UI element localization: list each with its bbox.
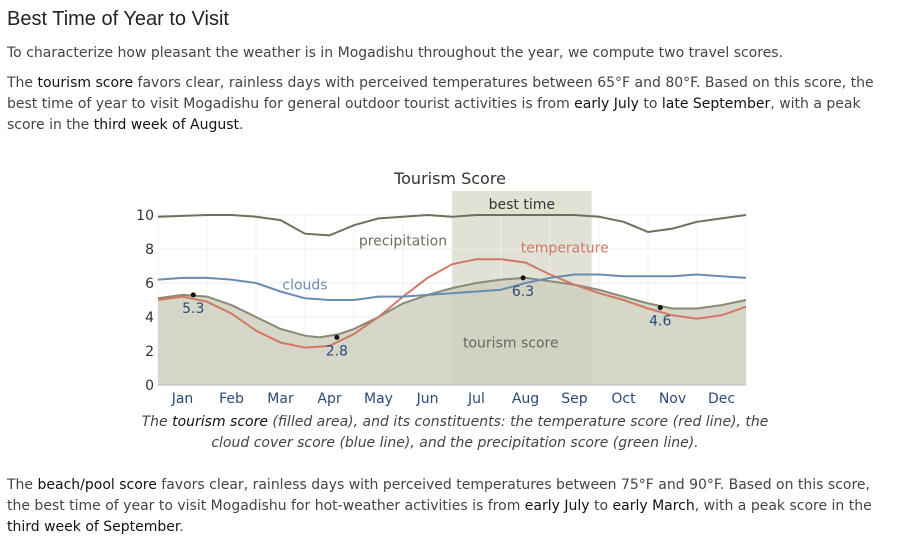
clouds-label: clouds — [282, 278, 327, 294]
beach-para-text-2: favors clear, rainless days with perceiv… — [7, 477, 870, 514]
tourism-score-label: tourism score — [463, 336, 559, 352]
annotation-point — [520, 275, 526, 281]
y-tick-label: 6 — [145, 276, 154, 292]
labels-group: Tourism Score tourism score precipitation t… — [282, 169, 608, 352]
axes-group: 0 2 4 6 8 10 Jan Feb Mar Apr May Jun Jul Aug Sep Oct Nov… — [136, 208, 746, 407]
annotation-point — [657, 305, 663, 311]
chart-caption: The tourism score (filled area), and its… — [130, 412, 780, 454]
tourism-score-outline — [157, 276, 747, 339]
tourism-area-group — [157, 276, 747, 385]
y-tick-label: 10 — [136, 208, 154, 224]
tourism-score-term: tourism score — [37, 75, 134, 91]
annotation-point — [190, 292, 196, 298]
month-tick-label: Nov — [659, 391, 686, 407]
month-tick-label: Jul — [467, 391, 485, 407]
score-lines-group — [157, 213, 747, 349]
clouds-line — [157, 273, 747, 301]
page-title: Best Time of Year to Visit — [7, 8, 229, 30]
month-tick-label: Aug — [512, 391, 539, 407]
tourism-end-date: late September — [661, 96, 771, 112]
temperature-line — [157, 258, 747, 349]
beach-para-text-3: to — [589, 498, 613, 514]
tourism-para-text-1: The — [7, 75, 38, 91]
best-time-label: best time — [489, 197, 555, 213]
tourism-para-text-5: . — [239, 117, 244, 133]
beach-para-text-4: , with a peak score in the — [694, 498, 872, 514]
tourism-paragraph: The tourism score favors clear, rainless… — [7, 73, 897, 136]
month-tick-label: Feb — [219, 391, 244, 407]
month-tick-label: May — [364, 391, 393, 407]
annotation-label: 2.8 — [326, 343, 348, 359]
beach-para-text-5: . — [179, 519, 184, 535]
caption-tourism-term: tourism score — [172, 414, 268, 430]
beach-peak-date: third week of September — [7, 519, 180, 535]
month-tick-label: Sep — [561, 391, 588, 407]
beach-paragraph: The beach/pool score favors clear, rainl… — [7, 475, 897, 538]
tourism-score-chart: best time 0 2 4 6 8 10 Jan Feb Mar Apr May Jun Jul Au… — [136, 169, 747, 407]
y-tick-label: 4 — [145, 310, 154, 326]
month-tick-label: Dec — [708, 391, 735, 407]
caption-text-2: (filled area), and its constituents: the… — [211, 414, 769, 451]
beach-start-date: early July — [524, 498, 590, 514]
tourism-para-text-4: , with a peak score in the — [7, 96, 861, 133]
tourism-peak-date: third week of August — [93, 117, 239, 133]
annotation-label: 5.3 — [182, 301, 204, 317]
beach-para-text-1: The — [7, 477, 38, 493]
temperature-label: temperature — [521, 240, 609, 256]
chart-title: Tourism Score — [393, 169, 506, 188]
caption-text-1: The — [141, 414, 173, 430]
month-tick-label: Jan — [171, 391, 194, 407]
beach-score-term: beach/pool score — [37, 477, 157, 493]
precipitation-line — [157, 213, 747, 237]
tourism-para-text-2: favors clear, rainless days with perceiv… — [7, 75, 874, 112]
month-tick-label: Apr — [317, 391, 341, 407]
tourism-score-area — [158, 277, 746, 385]
y-tick-label: 0 — [145, 378, 154, 394]
month-tick-label: Oct — [611, 391, 636, 407]
tourism-start-date: early July — [574, 96, 639, 112]
annotation-point — [334, 334, 340, 340]
beach-end-date: early March — [612, 498, 695, 514]
annotations-group: 5.3 2.8 6.3 4.6 — [182, 275, 671, 359]
month-tick-label: Jun — [416, 391, 439, 407]
annotation-label: 4.6 — [649, 314, 671, 330]
precipitation-label: precipitation — [359, 234, 447, 250]
intro-paragraph: To characterize how pleasant the weather… — [7, 45, 784, 61]
month-tick-label: Mar — [267, 391, 294, 407]
annotation-label: 6.3 — [512, 284, 534, 300]
tourism-para-text-3: to — [638, 96, 662, 112]
y-tick-label: 2 — [145, 344, 154, 360]
y-tick-label: 8 — [145, 242, 154, 258]
